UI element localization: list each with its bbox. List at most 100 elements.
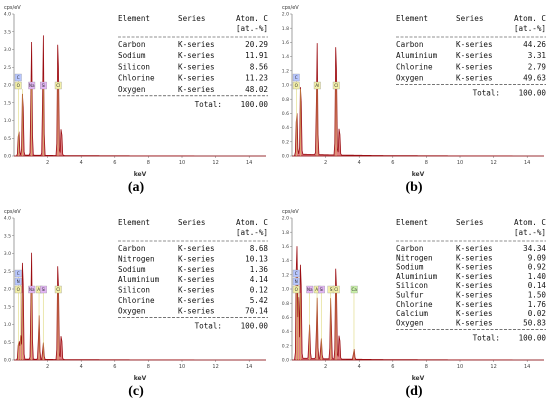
table-row-series: K-series (178, 306, 215, 315)
table-row-value: 2.79 (528, 62, 547, 71)
x-tick-label: 12 (212, 160, 218, 166)
x-tick-label: 4 (80, 364, 83, 370)
element-marker-O (14, 285, 22, 294)
y-tick-label: 0.0 (282, 154, 289, 160)
table-row-series: K-series (178, 40, 215, 49)
x-tick-label: 6 (113, 364, 116, 370)
y-unit-label: cps/eV (282, 5, 299, 11)
x-tick-label: 4 (80, 160, 83, 166)
y-tick-label: 0.5 (4, 136, 11, 142)
y-unit-label: cps/eV (4, 5, 21, 11)
table-row-value: 70.14 (245, 306, 268, 315)
table-header-atom: Atom. C (236, 14, 268, 23)
table-row-element: Calcium (396, 309, 428, 318)
table-row-value: 1.36 (250, 265, 269, 274)
table-total-value: 100.00 (241, 321, 269, 330)
table-row-value: 0.14 (528, 281, 547, 290)
element-marker-label-C: C (295, 271, 298, 276)
x-tick-label: 8 (425, 364, 428, 370)
table-row-value: 1.40 (528, 272, 547, 281)
x-tick-label: 8 (147, 160, 150, 166)
table-header-element: Element (396, 14, 428, 23)
table-header-unit: [at.-%] (514, 228, 546, 237)
element-marker-label-Ca: Ca (351, 287, 357, 292)
y-tick-label: 4.0 (4, 216, 11, 222)
y-tick-label: 3.5 (4, 233, 11, 239)
table-row-value: 34.34 (523, 244, 546, 253)
y-tick-label: 0.0 (4, 154, 11, 160)
table-row-value: 48.02 (245, 85, 268, 94)
table-row-value: 1.50 (528, 291, 547, 300)
y-unit-label: cps/eV (282, 209, 299, 215)
element-marker-O (292, 81, 300, 90)
table-header-series: Series (178, 14, 205, 23)
table-row-element: Sodium (396, 263, 424, 272)
y-tick-label: 0.6 (282, 111, 289, 117)
table-row-element: Aluminium (118, 275, 160, 284)
y-tick-label: 0.2 (282, 139, 289, 145)
table-total-value: 100.00 (519, 89, 547, 98)
panel-caption-a: (a) (127, 180, 145, 195)
table-header-unit: [at.-%] (236, 228, 268, 237)
table-row-value: 0.12 (250, 286, 268, 295)
panel-caption-c: (c) (128, 384, 144, 399)
x-tick-label: 14 (524, 364, 530, 370)
eds-chart-a: cps/eV 0.0 0.5 1.0 1.5 2.0 2.5 3.0 3.5 4.0 2 4 6 8 10 1… (4, 5, 269, 178)
x-tick-label: 6 (391, 364, 394, 370)
table-header-element: Element (118, 218, 150, 227)
x-tick-label: 12 (212, 364, 218, 370)
y-tick-label: 1.6 (282, 40, 289, 46)
y-tick-label: 2.5 (4, 65, 11, 71)
table-row-series: K-series (456, 300, 493, 309)
x-axis-title: keV (412, 375, 425, 382)
table-row-value: 8.56 (250, 62, 269, 71)
element-marker-label-Si: Si (42, 287, 46, 292)
table-row-element: Carbon (118, 40, 145, 49)
element-marker-label-O: O (17, 83, 21, 88)
y-tick-label: 0.5 (4, 340, 11, 346)
table-row-element: Aluminium (396, 272, 438, 281)
table-row-value: 4.14 (250, 275, 269, 284)
y-tick-label: 1.5 (4, 100, 11, 106)
table-row-value: 20.29 (245, 40, 268, 49)
y-tick-label: 0.2 (282, 343, 289, 349)
y-tick-label: 1.5 (4, 304, 11, 310)
element-marker-label-Cl: Cl (334, 287, 338, 292)
table-row-value: 50.83 (523, 318, 546, 327)
y-unit-label: cps/eV (4, 209, 21, 215)
y-tick-label: 2.0 (4, 287, 11, 293)
x-tick-label: 10 (457, 364, 463, 370)
element-marker-label-C: C (295, 75, 298, 80)
table-row-series: K-series (456, 272, 493, 281)
y-tick-label: 4.0 (4, 12, 11, 18)
y-tick-label: 1.8 (282, 230, 289, 236)
x-tick-label: 2 (46, 364, 49, 370)
element-marker-label-C: C (17, 75, 20, 80)
table-total-value: 100.00 (519, 333, 547, 342)
y-tick-label: 2.0 (282, 12, 289, 18)
x-tick-label: 8 (425, 160, 428, 166)
table-row-element: Oxygen (118, 306, 145, 315)
element-marker-Na (306, 285, 314, 294)
table-row-value: 8.68 (250, 244, 269, 253)
table-row-series: K-series (456, 291, 493, 300)
table-header-series: Series (456, 218, 483, 227)
y-tick-label: 1.2 (282, 272, 289, 278)
x-tick-label: 10 (179, 160, 185, 166)
y-tick-label: 1.4 (282, 54, 289, 60)
table-header-atom: Atom. C (514, 14, 546, 23)
table-row-element: Chlorine (118, 74, 155, 83)
x-tick-label: 2 (46, 160, 49, 166)
table-row-value: 0.02 (528, 309, 546, 318)
table-row-element: Chlorine (396, 62, 433, 71)
table-row-element: Chlorine (396, 300, 433, 309)
x-axis-title: keV (134, 375, 147, 382)
y-tick-label: 1.0 (4, 118, 11, 124)
x-tick-label: 12 (490, 160, 496, 166)
eds-panel-c: cps/eV 0.0 0.5 1.0 1.5 2.0 2.5 3.0 3.5 4.0 2 4 6 8 10 1… (0, 204, 272, 404)
element-marker-label-Cl: Cl (334, 83, 338, 88)
table-row-series: K-series (178, 51, 215, 60)
table-header-element: Element (118, 14, 150, 23)
y-tick-label: 2.0 (282, 216, 289, 222)
x-tick-label: 6 (113, 160, 116, 166)
